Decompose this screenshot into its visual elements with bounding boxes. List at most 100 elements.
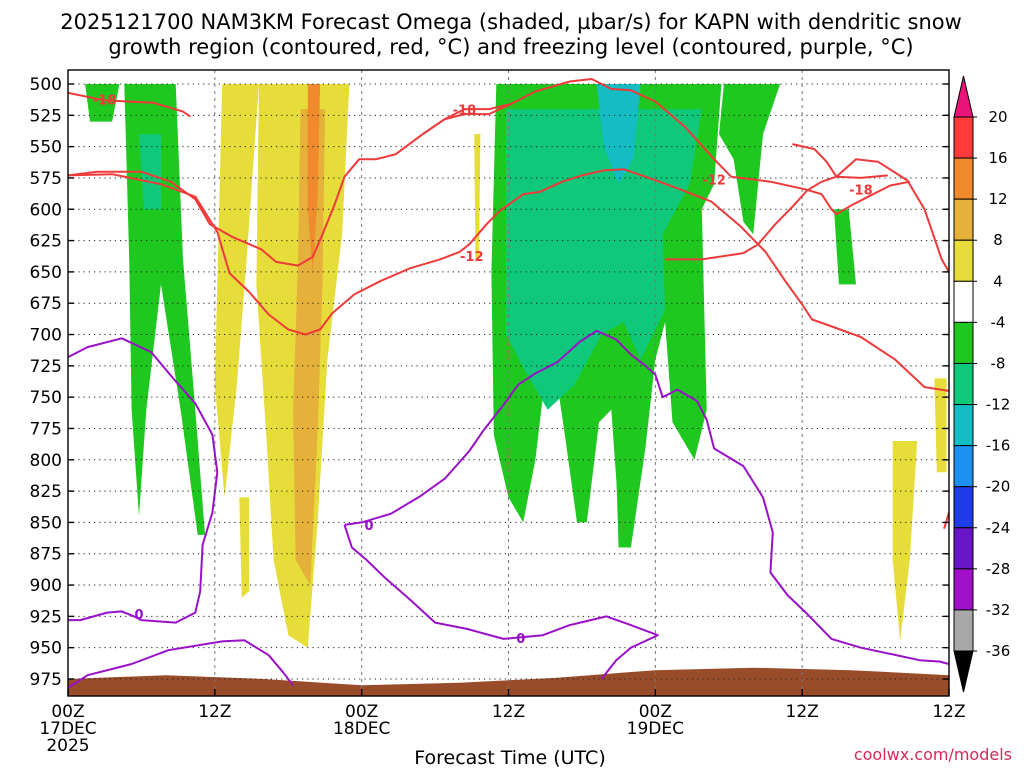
y-tick-label-700: 700 — [30, 326, 62, 346]
colorbar-label--8: -8 — [991, 354, 1006, 372]
x-tick-label-12-1: 18DEC — [333, 719, 390, 739]
contour-line-8 — [68, 639, 294, 689]
omega-region-sink-small-17dec — [239, 497, 250, 598]
colorbar-label--36: -36 — [986, 642, 1011, 660]
contour-line-1 — [68, 78, 910, 267]
colorbar-label-8: 8 — [993, 231, 1003, 249]
contour-line-2 — [422, 103, 512, 135]
colorbar-label--12: -12 — [986, 396, 1011, 414]
omega-region-lift-early-17dec — [85, 84, 120, 122]
y-tick-label-825: 825 — [30, 482, 62, 502]
omega-region-lift-broad-max-18dec — [596, 84, 641, 185]
contour-line-0 — [68, 91, 191, 118]
colorbar-label--16: -16 — [986, 437, 1011, 455]
colorbar-bin--8--4 — [953, 321, 974, 364]
contour-label-11: 0 — [364, 519, 373, 534]
contour-label-2: -18 — [453, 103, 477, 118]
y-tick-label-775: 775 — [30, 419, 62, 439]
contour-line-3 — [68, 168, 949, 392]
contour-label-10: 0 — [516, 632, 525, 647]
gridlines — [68, 70, 949, 696]
y-tick-label-525: 525 — [30, 106, 62, 126]
colorbar-label--32: -32 — [986, 601, 1011, 619]
plot-area: -18 -18 -12 -12 -18 0 0 0 — [67, 69, 950, 697]
x-tick-label-24-0: 00Z — [639, 702, 672, 722]
colorbar-bin-16-20 — [953, 116, 974, 159]
y-tick-label-500: 500 — [30, 75, 62, 95]
colorbar-bin--12--8 — [953, 362, 974, 406]
colorbar-bin--4-4 — [953, 280, 974, 323]
chart-title-line-1: 2025121700 NAM3KM Forecast Omega (shaded… — [60, 10, 962, 34]
y-tick-label-900: 900 — [30, 576, 62, 596]
colorbar-label-16: 16 — [988, 149, 1007, 167]
omega-region-lift-streak-19dec — [834, 209, 856, 285]
colorbar-label--4: -4 — [991, 313, 1006, 331]
colorbar-bin--16--12 — [953, 404, 974, 447]
colorbar-label--20: -20 — [986, 478, 1011, 496]
contour-label-5: -18 — [849, 183, 873, 198]
colorbar-bin-12-16 — [953, 157, 974, 200]
contour-label-0: -18 — [93, 93, 117, 108]
contour-label-4: -12 — [702, 173, 726, 188]
x-tick-label-18-0: 12Z — [492, 702, 525, 722]
x-tick-label-6-0: 12Z — [198, 702, 231, 722]
contour-line-6 — [943, 512, 949, 529]
x-tick-label-30-0: 12Z — [786, 702, 819, 722]
colorbar-bin--24--20 — [953, 486, 974, 529]
credit-text: coolwx.com/models — [854, 745, 1012, 764]
colorbar-over-triangle — [953, 75, 974, 118]
x-axis-title: Forecast Time (UTC) — [414, 747, 605, 768]
omega-region-sink-tiny-late-19dec — [934, 378, 947, 473]
y-tick-label-975: 975 — [30, 670, 62, 690]
contour-line-10 — [343, 524, 659, 680]
contour-label-3: -12 — [460, 250, 484, 265]
colorbar-bin-8-12 — [953, 198, 974, 241]
colorbar-label--28: -28 — [986, 560, 1011, 578]
y-tick-label-575: 575 — [30, 169, 62, 189]
colorbar-label--24: -24 — [986, 519, 1011, 537]
colorbar-bin--20--16 — [953, 445, 974, 488]
colorbar-under-triangle — [953, 650, 974, 693]
x-tick-label-0-2: 2025 — [46, 736, 89, 756]
omega-region-lift-late-19dec — [719, 84, 781, 235]
colorbar-bin--36--32 — [953, 609, 974, 652]
omega-region-sink-early-morning-17dec — [214, 84, 259, 498]
colorbar-label-20: 20 — [988, 108, 1007, 126]
colorbar-bin--28--24 — [953, 527, 974, 570]
y-axis: 500 525 550 575 600 625 650 675 700 725 750 775 800 8… — [30, 75, 949, 690]
y-tick-label-650: 650 — [30, 263, 62, 283]
y-tick-label-625: 625 — [30, 232, 62, 252]
colorbar: 20 16 12 8 4 -4 -8 -12 -16 -20 -24 -28 -32 -36 — [953, 75, 1011, 693]
y-tick-label-600: 600 — [30, 200, 62, 220]
contour-label-7: 0 — [134, 608, 143, 623]
colorbar-bin-4-8 — [953, 239, 974, 282]
y-tick-label-925: 925 — [30, 607, 62, 627]
y-tick-label-725: 725 — [30, 357, 62, 377]
contour-line-7 — [68, 337, 219, 624]
omega-region-sink-core-17dec — [293, 109, 325, 586]
omega-region-sink-sliver-18dec — [474, 134, 481, 260]
y-tick-label-550: 550 — [30, 138, 62, 158]
y-tick-label-800: 800 — [30, 451, 62, 471]
y-tick-label-675: 675 — [30, 294, 62, 314]
x-tick-label-0-1: 17DEC — [39, 719, 96, 739]
chart-title-line-2: growth region (contoured, red, °C) and f… — [108, 35, 913, 59]
contour-lines — [68, 78, 949, 689]
colorbar-bin--32--28 — [953, 568, 974, 611]
omega-region-lift-plume-core-17dec — [139, 134, 161, 210]
omega-region-sink-max-17dec — [307, 84, 321, 272]
y-tick-label-875: 875 — [30, 545, 62, 565]
y-tick-label-950: 950 — [30, 639, 62, 659]
x-tick-label-end: 12Z — [932, 702, 965, 722]
colorbar-label-4: 4 — [993, 272, 1003, 290]
contour-line-9 — [344, 329, 949, 665]
colorbar-label-12: 12 — [988, 190, 1007, 208]
y-tick-label-850: 850 — [30, 513, 62, 533]
contour-labels: -18 -18 -12 -12 -18 0 0 0 — [93, 93, 873, 647]
x-tick-label-12-0: 00Z — [345, 702, 378, 722]
x-tick-label-24-1: 19DEC — [627, 719, 684, 739]
contour-line-4 — [665, 158, 949, 273]
y-tick-label-750: 750 — [30, 388, 62, 408]
